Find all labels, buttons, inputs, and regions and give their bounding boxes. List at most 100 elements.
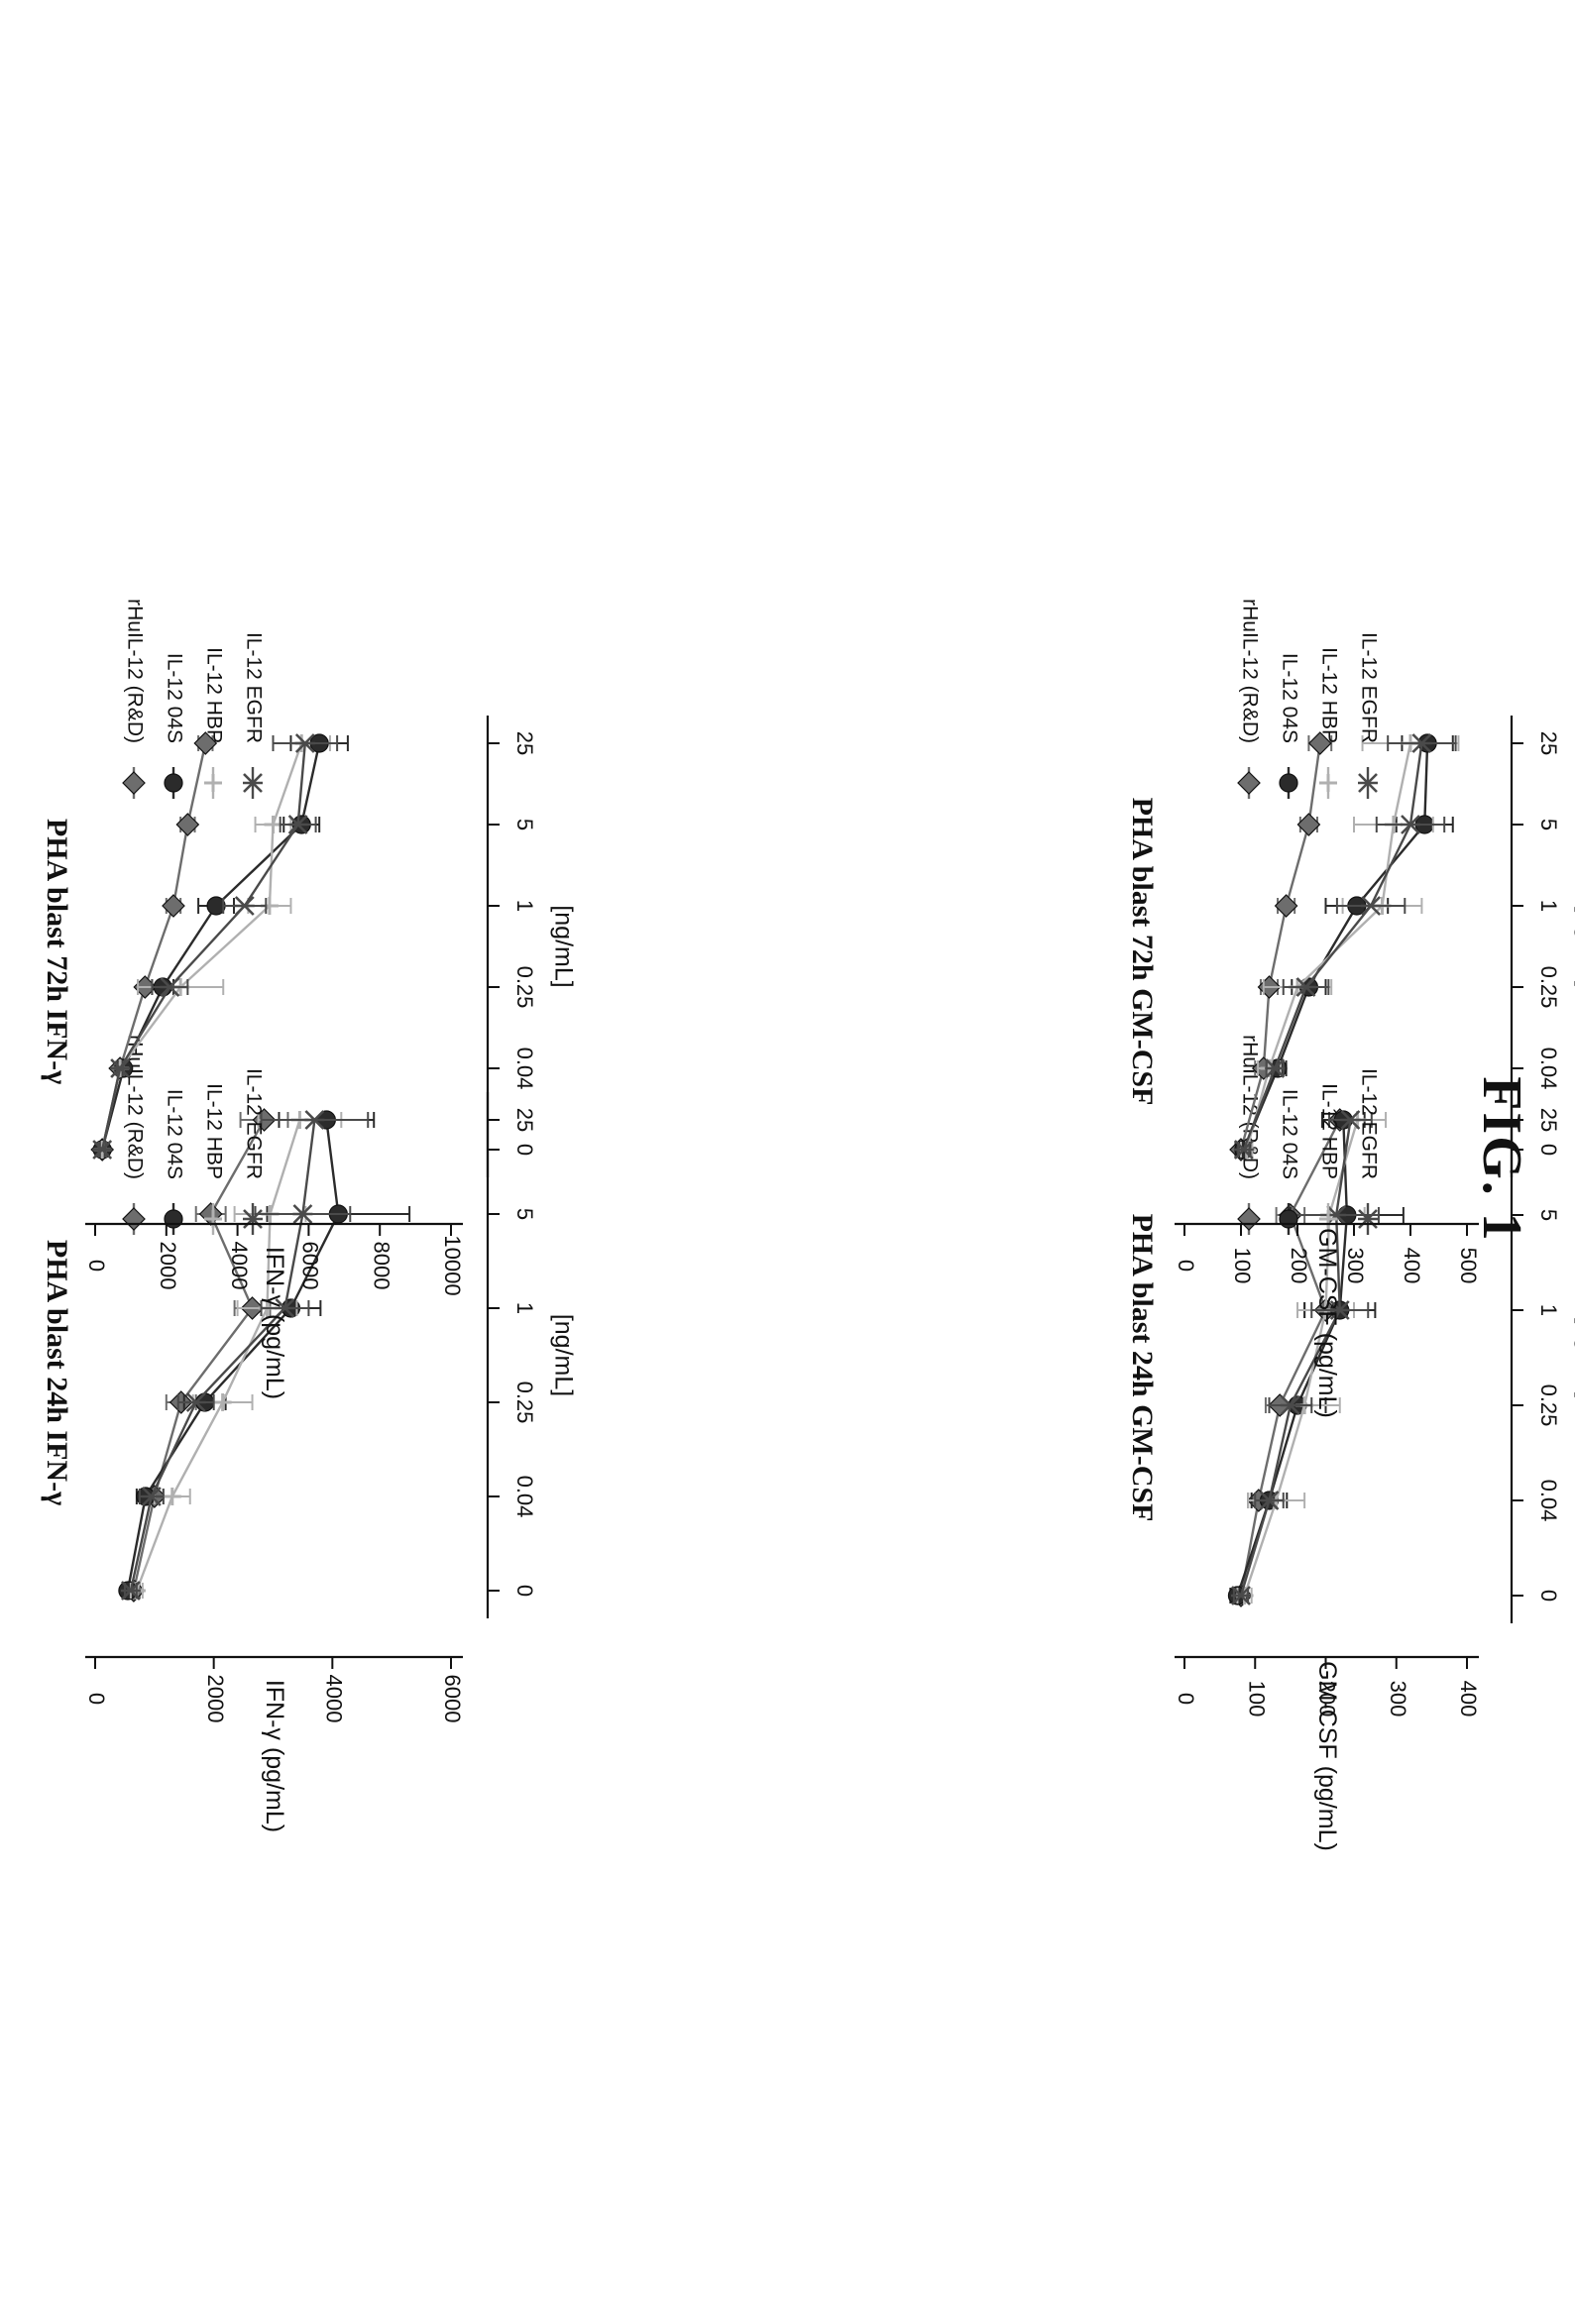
data-point [141,1487,162,1506]
series-line [101,742,307,1151]
legend-label: IL-12 EGFR [242,632,265,743]
value-tick-label: 300 [1386,1681,1410,1717]
data-point [275,1298,295,1318]
concentration-axis-label: [ng/mL] [549,905,577,987]
data-point [175,813,200,836]
data-point [1411,733,1432,753]
series-line [126,1119,340,1592]
value-axis-label: IFN-γ (pg/mL) [261,1247,288,1399]
legend-marker [204,774,222,792]
chart-title: PHA blast 72h GM-CSF [1126,798,1159,1106]
concentration-tick-label: 1 [1536,1304,1561,1316]
value-tick-label: 6000 [298,1242,323,1290]
data-point [1265,1058,1286,1078]
series-3 [127,1111,343,1600]
data-point [1361,896,1382,916]
value-tick-label: 400 [1400,1248,1424,1284]
data-point [193,731,218,755]
legend-marker [164,773,183,793]
concentration-tick-label: 0.04 [1536,1048,1561,1090]
series-line [1239,742,1321,1151]
data-point [198,1202,223,1226]
data-point [264,816,282,833]
concentration-tick-label: 0.25 [512,1382,537,1424]
data-point [234,896,255,916]
legend-label: rHuIL-12 (R&D) [1238,599,1261,743]
chart-panel-4: 0 100 200 300 400 500 GM-CSF (pg/mL) 0 0.04 0.25 1… [1126,599,1575,1418]
series-line [1242,742,1423,1151]
concentration-tick-label: 1 [1536,900,1561,912]
legend-marker [1237,771,1261,795]
data-point [304,1110,325,1130]
value-tick-label: 300 [1343,1248,1368,1284]
data-point [1231,1586,1251,1605]
value-tick-label: 0 [1174,1693,1198,1705]
concentration-tick-label: 0.25 [1536,1384,1561,1427]
data-point [120,1581,141,1601]
legend: rHuIL-12 (R&D) IL-12 04S IL-12 HBP IL-12 EG… [1237,599,1380,799]
concentration-tick-label: 0 [512,1585,537,1597]
legend-label: IL-12 04S [163,1089,185,1179]
data-point [163,1488,181,1505]
legend: rHuIL-12 (R&D) IL-12 04S IL-12 HBP IL-12 EG… [122,1035,265,1235]
value-axis-label: IFN-γ (pg/mL) [261,1680,288,1832]
data-point [162,894,185,918]
concentration-tick-label: 0.04 [512,1476,537,1518]
data-point [1401,815,1420,834]
series-line [1242,742,1429,1151]
legend-marker [1319,774,1337,792]
concentration-tick-label: 5 [1536,1209,1561,1221]
value-tick-label: 10000 [440,1235,465,1295]
concentration-tick-label: 0 [1536,1590,1561,1602]
value-tick-label: 0 [1174,1260,1198,1272]
value-tick-label: 0 [84,1260,109,1272]
data-point [1259,1491,1280,1510]
series-4 [1233,733,1457,1160]
concentration-tick-label: 5 [512,1208,537,1220]
series-line [135,1119,301,1592]
value-tick-label: 4000 [322,1675,347,1723]
value-axis-label: GM-CSF (pg/mL) [1313,1228,1341,1418]
concentration-tick-label: 0 [1536,1144,1561,1156]
value-tick-label: 2000 [156,1242,180,1290]
data-point [213,1393,232,1411]
series-line [101,742,321,1151]
concentration-axis-label: [ng/mL] [1573,1316,1575,1398]
concentration-tick-label: 25 [1536,1108,1561,1132]
concentration-tick-label: 1 [512,900,537,912]
legend-label: IL-12 HBP [1317,1083,1340,1179]
data-point [1280,1395,1300,1415]
concentration-tick-label: 1 [512,1302,537,1314]
legend-label: IL-12 EGFR [1357,1068,1380,1179]
legend-label: IL-12 04S [163,653,185,743]
value-tick-label: 100 [1244,1681,1269,1717]
data-point [1329,1300,1350,1320]
concentration-tick-label: 25 [1536,731,1561,755]
series-4 [120,1110,370,1601]
chart-title: PHA blast 24h GM-CSF [1126,1214,1159,1522]
legend-marker [1279,773,1298,793]
value-axis-label: GM-CSF (pg/mL) [1313,1661,1341,1851]
data-point [185,1392,206,1412]
legend-label: IL-12 EGFR [242,1068,265,1179]
value-tick-label: 4000 [227,1242,252,1290]
value-tick-label: 6000 [440,1675,465,1723]
chart-panel-2: 0 2000 4000 6000 8000 10000 IFN-γ (pg/mL) 0 0.04… [41,599,577,1399]
legend-marker [1358,773,1378,793]
concentration-tick-label: 25 [512,731,537,755]
concentration-tick-label: 0.04 [512,1048,537,1090]
series-4 [92,733,339,1160]
data-point [1307,731,1332,755]
chart-panel-1: 0 2000 4000 6000 IFN-γ (pg/mL) 0 0.04 0.25 1 5 25 [… [41,1035,577,1832]
legend-label: IL-12 EGFR [1357,632,1380,743]
concentration-tick-label: 25 [512,1108,537,1132]
series-4 [1231,1110,1380,1605]
concentration-axis-label: [ng/mL] [549,1314,577,1396]
data-point [1326,1205,1347,1225]
value-tick-label: 500 [1456,1248,1481,1284]
value-tick-label: 200 [1287,1248,1311,1284]
chart-panel-3: 0 100 200 300 400 GM-CSF (pg/mL) 0 0.04 0.25 1 5 25… [1126,1035,1575,1851]
data-point [1296,813,1321,836]
legend-label: IL-12 HBP [202,1083,225,1179]
